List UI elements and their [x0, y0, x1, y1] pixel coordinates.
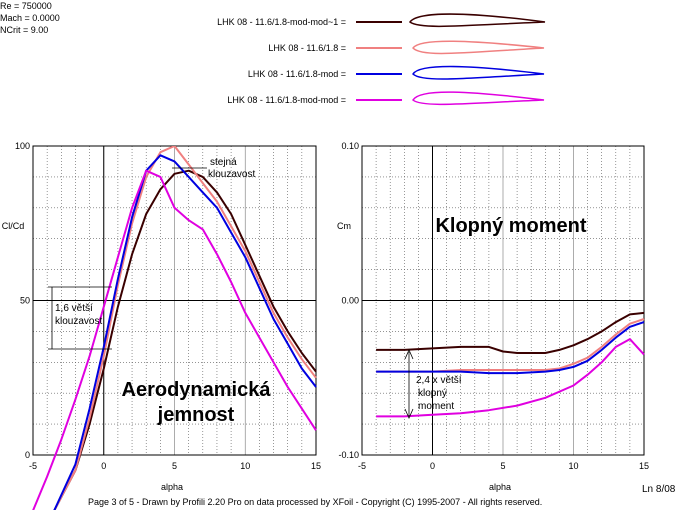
y-tick-label: 0: [25, 450, 30, 460]
ncrit-value: NCrit = 9.00: [0, 25, 49, 35]
annotation-ratio-gain-line1: 1,6 větší: [55, 303, 93, 314]
legend-label: LHK 08 - 11.6/1.8 =: [268, 43, 346, 53]
annotation-moment-line1: 2,4 x větší: [416, 375, 462, 386]
x-tick-label: 0: [430, 461, 435, 471]
y-axis-label: Cm: [337, 221, 351, 231]
x-tick-label: 10: [568, 461, 578, 471]
page-corner-label: Ln 8/08: [642, 484, 676, 495]
y-tick-label: 0.10: [341, 141, 359, 151]
x-tick-label: 0: [101, 461, 106, 471]
right-x-axis-label: alpha: [489, 482, 512, 492]
y-axis-label: Cl/Cd: [2, 221, 25, 231]
credits-footer: Page 3 of 5 - Drawn by Profili 2.20 Pro …: [88, 497, 543, 507]
big-label-moment: Klopný moment: [435, 215, 586, 237]
series-line-4: [376, 338, 645, 418]
mach-number: Mach = 0.0000: [0, 13, 60, 23]
big-label-line1: Aerodynamická: [122, 379, 272, 401]
y-tick-label: -0.10: [338, 450, 359, 460]
annotation-same-ratio-line2: klouzavost: [208, 169, 255, 180]
legend-label: LHK 08 - 11.6/1.8-mod-mod~1 =: [217, 17, 346, 27]
x-tick-label: 10: [240, 461, 250, 471]
annotation-moment-line2: klopný: [418, 388, 447, 399]
annotation-moment-line3: moment: [418, 401, 454, 412]
reynolds-number: Re = 750000: [0, 1, 52, 11]
legend-label: LHK 08 - 11.6/1.8-mod-mod =: [227, 95, 346, 105]
left-x-axis-label: alpha: [161, 482, 184, 492]
y-tick-label: 50: [20, 296, 30, 306]
x-tick-label: 5: [172, 461, 177, 471]
run-parameters: Re = 750000 Mach = 0.0000 NCrit = 9.00: [0, 0, 700, 36]
series-line-4: [32, 169, 317, 510]
series-line-1: [53, 169, 317, 510]
series-line-1: [376, 311, 645, 354]
legend-airfoil-shape: [408, 13, 546, 28]
annotation-same-ratio-line1: stejná: [210, 157, 237, 168]
series-line-3: [53, 154, 317, 510]
legend-label: LHK 08 - 11.6/1.8-mod =: [248, 69, 346, 79]
x-tick-label: 5: [500, 461, 505, 471]
annotation-arrowhead-bottom: [404, 408, 414, 419]
x-tick-label: -5: [358, 461, 366, 471]
series-line-3: [376, 321, 645, 375]
y-tick-label: 100: [15, 141, 30, 151]
x-tick-label: 15: [639, 461, 649, 471]
series-line-2: [376, 318, 645, 373]
legend: LHK 08 - 11.6/1.8-mod-mod~1 = LHK 08 - 11…: [217, 13, 546, 106]
x-tick-label: -5: [29, 461, 37, 471]
y-tick-label: 0.00: [341, 296, 359, 306]
series-line-2: [53, 146, 317, 510]
legend-airfoil-shape: [412, 40, 545, 55]
x-tick-label: 15: [311, 461, 321, 471]
big-label-line2: jemnost: [157, 404, 235, 426]
legend-airfoil-shape: [412, 91, 545, 106]
right-plot-frame: [361, 145, 645, 456]
annotation-arrowhead-top: [404, 349, 414, 360]
legend-airfoil-shape: [412, 65, 545, 80]
annotation-ratio-gain-line2: klouzavost: [55, 316, 102, 327]
